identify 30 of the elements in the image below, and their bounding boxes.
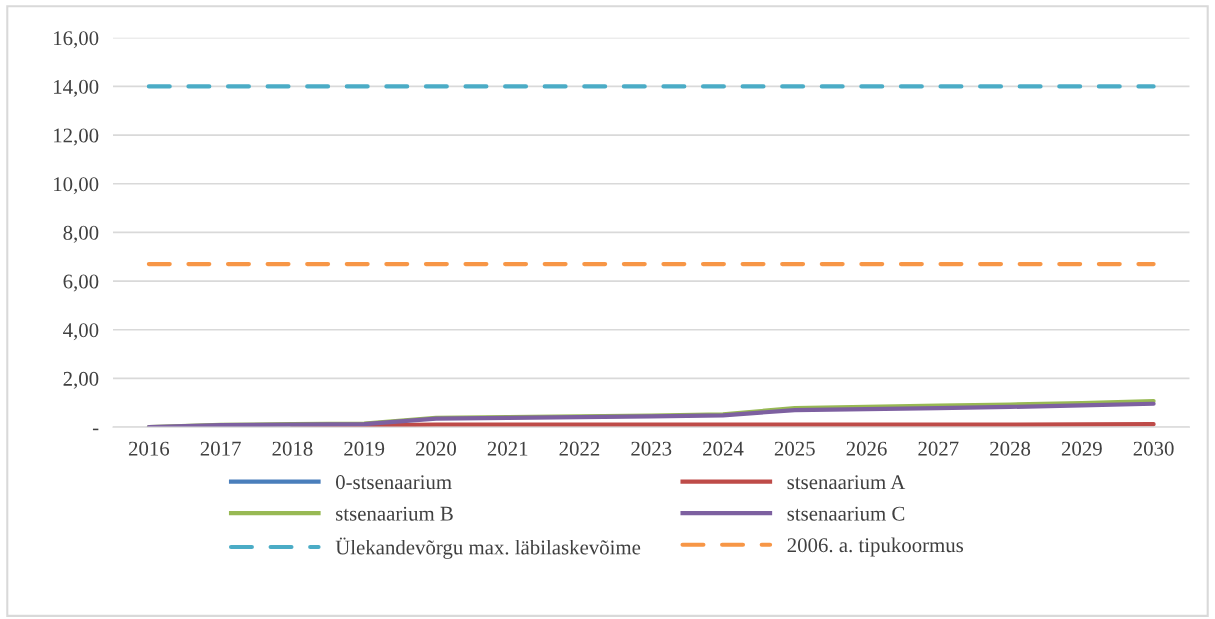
legend-label: 2006. a. tipukoormus xyxy=(787,537,964,557)
legend-label: Ülekandevõrgu max. läbilaskevõime xyxy=(335,537,641,559)
y-tick-label: - xyxy=(92,428,99,431)
x-tick-label: 2016 xyxy=(128,441,170,456)
x-tick-label: 2022 xyxy=(559,441,600,456)
x-tick-label: 2025 xyxy=(774,441,815,456)
x-tick-label: 2030 xyxy=(1133,441,1174,456)
x-tick-label: 2027 xyxy=(918,441,959,456)
y-tick-label: 6,00 xyxy=(63,274,99,292)
y-tick-label: 16,00 xyxy=(54,31,99,49)
legend-label: stsenaarium A xyxy=(787,475,906,490)
legend-label: stsenaarium C xyxy=(787,506,905,521)
y-tick-label: 14,00 xyxy=(54,79,99,97)
x-tick-label: 2028 xyxy=(990,441,1031,456)
x-tick-label: 2026 xyxy=(846,441,887,456)
x-tick-label: 2021 xyxy=(487,441,528,456)
legend-label: 0-stsenaarium xyxy=(336,475,452,490)
y-tick-label: 10,00 xyxy=(54,177,99,195)
y-tick-label: 12,00 xyxy=(54,128,99,146)
y-tick-label: 2,00 xyxy=(63,371,99,389)
legend-label: stsenaarium B xyxy=(336,506,453,521)
x-tick-label: 2020 xyxy=(416,441,456,456)
y-tick-label: 4,00 xyxy=(63,323,99,341)
x-tick-label: 2018 xyxy=(272,441,313,456)
y-tick-label: 8,00 xyxy=(63,225,99,243)
x-tick-label: 2017 xyxy=(200,441,241,456)
x-tick-label: 2023 xyxy=(631,441,672,456)
x-tick-label: 2019 xyxy=(344,441,385,456)
x-tick-label: 2029 xyxy=(1061,441,1102,456)
x-tick-label: 2024 xyxy=(703,441,744,456)
